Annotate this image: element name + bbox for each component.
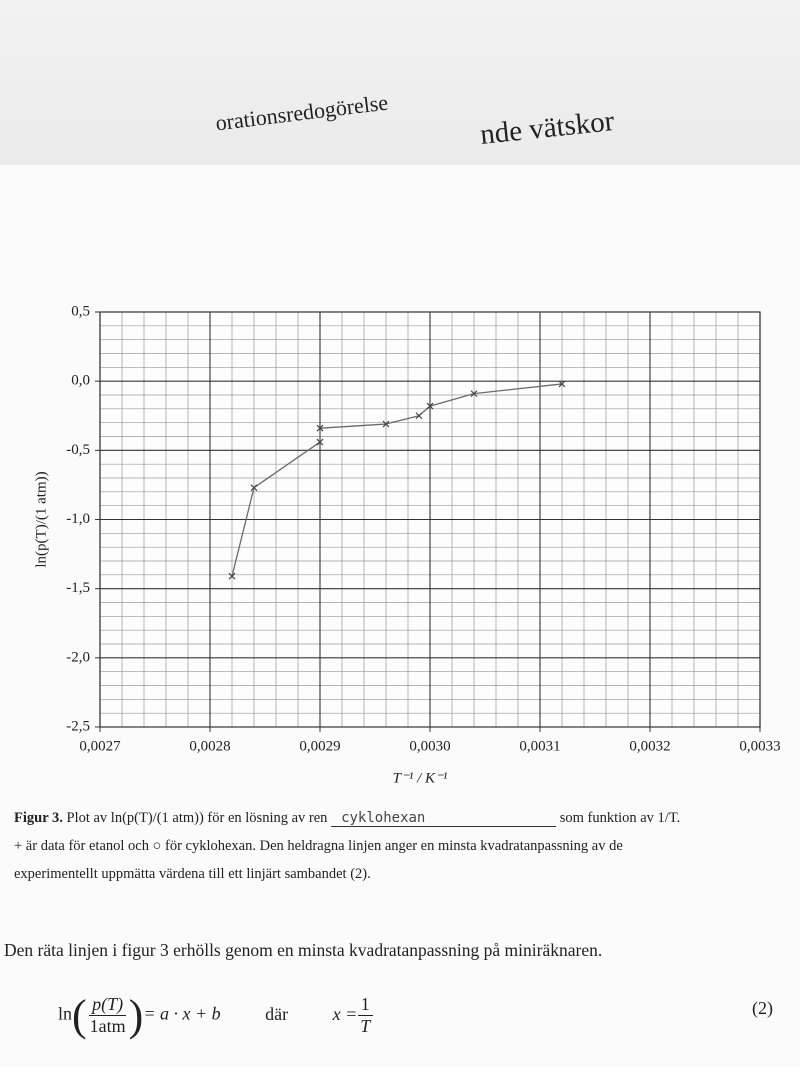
data-point — [250, 484, 258, 492]
eq-den: 1atm — [89, 1016, 126, 1036]
data-point — [558, 380, 566, 388]
caption-text: Plot av ln(p(T)/(1 atm)) för en lösning … — [66, 810, 328, 826]
eq-x: x = — [332, 1003, 358, 1024]
data-point — [426, 402, 434, 410]
y-tick-label: -2,5 — [66, 718, 90, 734]
x-tick-label: 0,0030 — [409, 738, 450, 754]
data-point — [415, 412, 423, 420]
eq-fraction: p(T) 1atm — [87, 994, 129, 1037]
y-tick-label: -1,5 — [66, 580, 90, 596]
equation: ln(p(T) 1atm)= a · x + b där x = 1 T — [58, 990, 373, 1041]
eq-rhs: = a · x + b — [143, 1003, 221, 1024]
data-point — [228, 572, 236, 580]
y-tick-label: 0,5 — [71, 303, 90, 319]
eq-den: T — [360, 1016, 371, 1036]
x-tick-label: 0,0027 — [79, 738, 121, 754]
eq-ln: ln — [58, 1003, 73, 1024]
data-point — [470, 390, 478, 398]
y-tick-label: -2,0 — [66, 649, 90, 665]
y-tick-label: -0,5 — [66, 442, 90, 458]
eq-num: p(T) — [89, 994, 127, 1016]
eq-num: 1 — [357, 994, 373, 1016]
caption-text: som funktion av 1/T. — [559, 810, 681, 826]
caption: Figur 3. Plot av ln(p(T)/(1 atm)) för en… — [14, 810, 800, 827]
y-axis-label: ln(p(T)/(1 atm)) — [33, 471, 49, 567]
caption-line: + är data för etanol och ○ för cyklohexa… — [14, 838, 623, 854]
y-tick-label: -1,0 — [66, 511, 90, 527]
eq-where: där — [265, 1003, 289, 1024]
data-point — [382, 420, 390, 428]
caption-line: experimentellt uppmätta värdena till ett… — [14, 866, 371, 882]
x-tick-label: 0,0031 — [519, 738, 560, 754]
x-axis-label: T⁻¹ / K⁻¹ — [393, 770, 448, 786]
body-text: Den räta linjen i figur 3 erhölls genom … — [4, 940, 603, 960]
x-tick-label: 0,0032 — [629, 738, 670, 754]
chart: 0,0027 0,0028 0,0029 0,0030 0,0031 0,0032 0,00… — [33, 303, 780, 786]
equation-number: (2) — [752, 998, 773, 1018]
caption-label: Figur 3. — [14, 810, 63, 826]
y-tick-label: 0,0 — [71, 373, 90, 389]
x-tick-label: 0,0029 — [299, 738, 340, 754]
x-tick-label: 0,0033 — [739, 738, 780, 754]
background-sheet — [0, 0, 800, 180]
handwritten: cyklohexan — [331, 810, 557, 827]
data-point — [316, 424, 324, 432]
x-tick-label: 0,0028 — [189, 738, 230, 754]
data-point — [316, 438, 324, 446]
